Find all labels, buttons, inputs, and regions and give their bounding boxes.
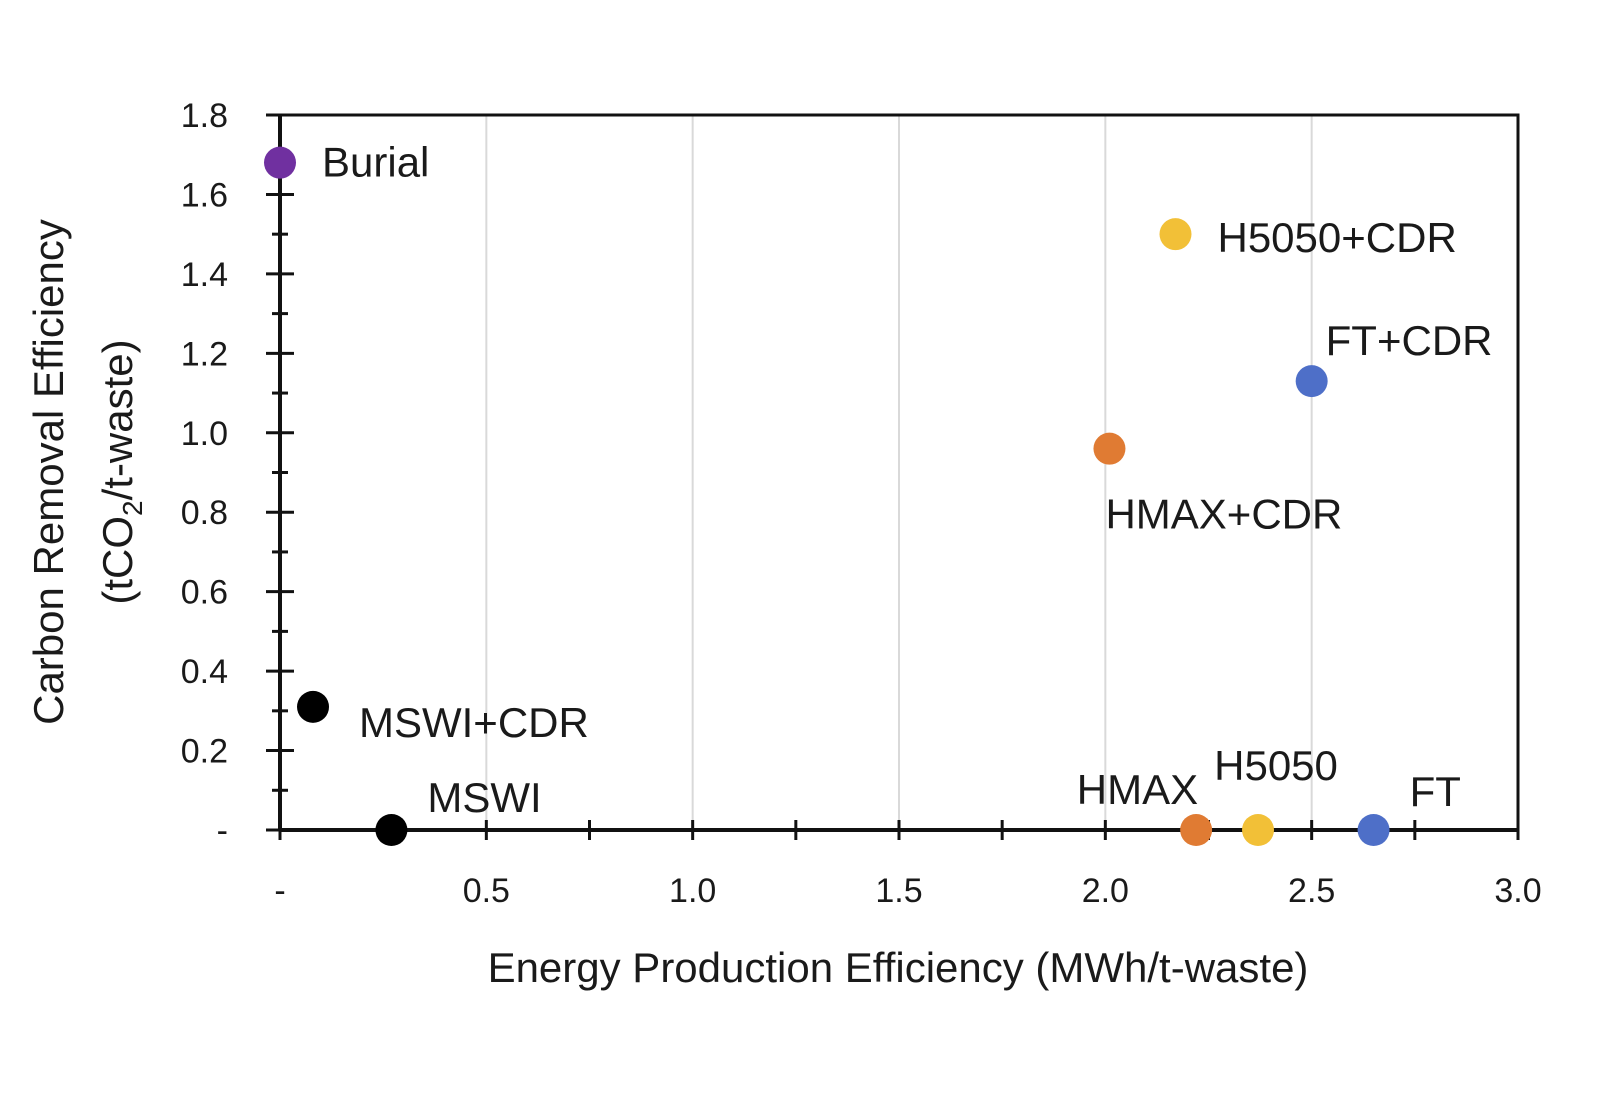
y-tick-label: 1.2 — [181, 335, 228, 373]
point-ft-plus-cdr — [1295, 365, 1328, 398]
gridlines — [485, 115, 1313, 830]
y-axis-title-line2: (tCO2/t-waste) — [94, 339, 148, 604]
y-axis-title-line1: Carbon Removal Efficiency — [25, 219, 72, 725]
point-label-h5050: H5050 — [1214, 742, 1338, 789]
x-tick-label: 2.5 — [1288, 872, 1335, 910]
point-mswi — [375, 814, 408, 846]
point-label-burial: Burial — [322, 139, 429, 186]
x-tick-label: - — [274, 872, 285, 910]
x-tick-label: 2.0 — [1082, 872, 1129, 910]
point-labels: Burial MSWI+CDR MSWI H5050+CDR FT+CDR HMAX+CD… — [322, 139, 1493, 821]
point-h5050 — [1242, 814, 1275, 846]
x-tick-label: 1.0 — [669, 872, 716, 910]
axis-ticks: - 0.5 1.0 1.5 2.0 2.5 3.0 - 0.2 0.4 0.6 0.8 1.0 1.2 1.… — [181, 97, 1542, 910]
point-label-mswi-plus-cdr: MSWI+CDR — [359, 699, 589, 746]
point-hmax-plus-cdr — [1093, 432, 1126, 465]
point-hmax — [1180, 814, 1213, 846]
y-axis-title-subscript: 2 — [117, 500, 148, 516]
y-tick-label: 0.4 — [181, 653, 228, 691]
y-tick-label: 1.4 — [181, 256, 228, 294]
x-tick-label: 3.0 — [1494, 872, 1541, 910]
y-tick-label: 0.8 — [181, 494, 228, 532]
y-axis-title-suffix: /t-waste) — [94, 339, 141, 500]
point-label-hmax-plus-cdr: HMAX+CDR — [1105, 491, 1342, 538]
x-tick-label: 0.5 — [463, 872, 510, 910]
point-label-mswi: MSWI — [427, 774, 541, 821]
point-label-hmax: HMAX — [1077, 766, 1198, 813]
y-axis-title-prefix: (tCO — [94, 516, 141, 605]
y-tick-label: 1.6 — [181, 176, 228, 214]
point-label-ft: FT — [1410, 768, 1461, 815]
y-tick-label: - — [217, 812, 228, 850]
data-points — [264, 146, 1390, 846]
y-tick-label: 0.6 — [181, 574, 228, 612]
y-axis-title: Carbon Removal Efficiency (tCO2/t-waste) — [25, 219, 148, 725]
y-tick-label: 1.0 — [181, 415, 228, 453]
y-tick-label: 0.2 — [181, 733, 228, 771]
point-mswi-plus-cdr — [297, 690, 330, 723]
x-tick-label: 1.5 — [875, 872, 922, 910]
point-h5050-plus-cdr — [1159, 218, 1192, 251]
x-axis-title: Energy Production Efficiency (MWh/t-wast… — [488, 944, 1309, 991]
point-label-ft-plus-cdr: FT+CDR — [1326, 317, 1493, 364]
y-tick-label: 1.8 — [181, 97, 228, 135]
point-burial — [264, 146, 296, 179]
point-ft — [1357, 814, 1390, 846]
point-label-h5050-plus-cdr: H5050+CDR — [1217, 214, 1456, 261]
